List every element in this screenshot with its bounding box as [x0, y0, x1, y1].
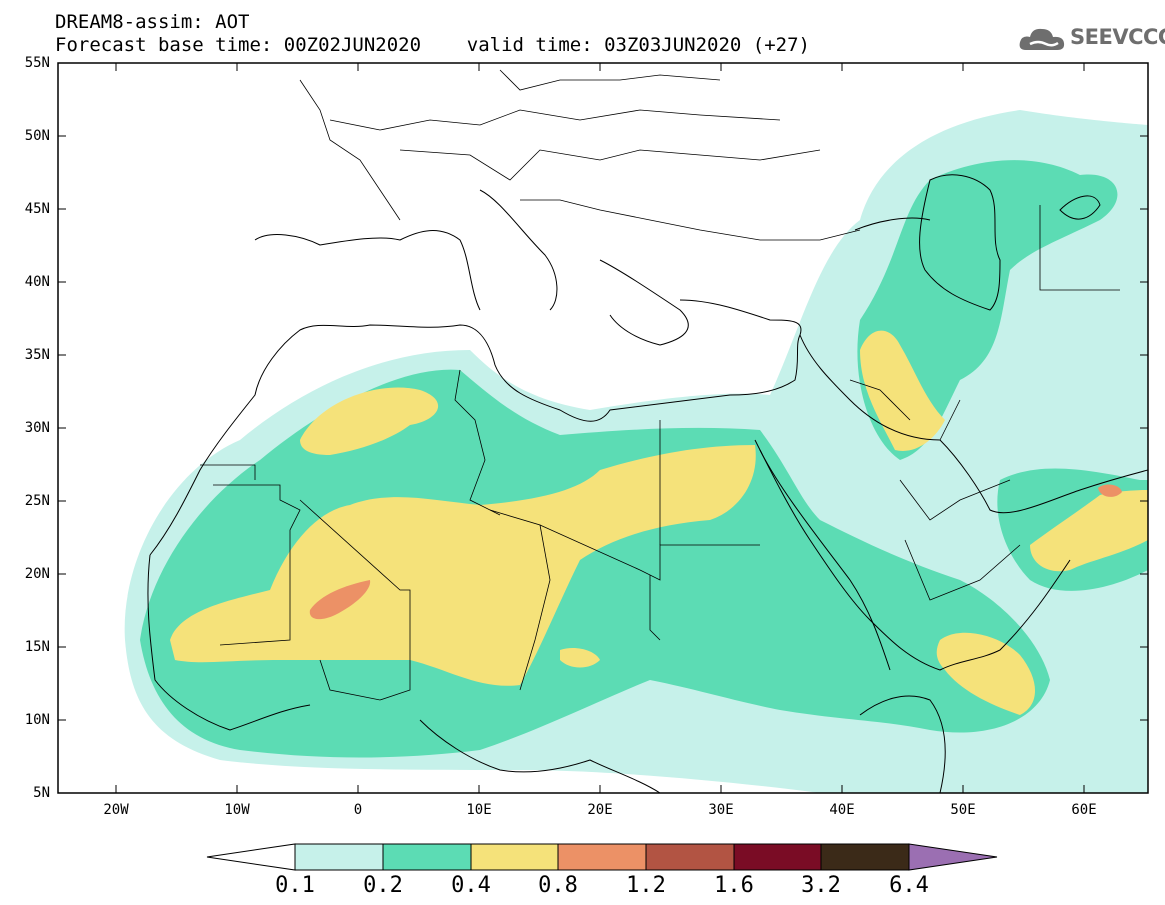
aot-band-0-4e [1030, 490, 1148, 572]
country-borders [200, 69, 1120, 701]
colorbar-label: 6.4 [889, 873, 929, 898]
lat-label: 50N [24, 128, 50, 144]
colorbar-label: 0.8 [538, 873, 578, 898]
logo-text: SEEVCCC [1070, 25, 1165, 49]
colorbar-swatch-3 [557, 843, 647, 871]
colorbar-over-arrow [908, 843, 998, 871]
lat-label: 45N [24, 201, 50, 217]
aot-band-0-4b [300, 387, 439, 455]
aot-band-0-4f [560, 648, 600, 668]
lat-label: 20N [24, 566, 50, 582]
lat-label: 25N [24, 493, 50, 509]
colorbar-swatch-4 [645, 843, 735, 871]
axis-ticks [58, 62, 1148, 793]
lon-label: 50E [950, 802, 976, 818]
lon-label: 30E [708, 802, 734, 818]
lon-label: 10W [224, 802, 250, 818]
aot-band-0-4c [860, 330, 945, 451]
forecast-time-line: Forecast base time: 00Z02JUN2020 valid t… [55, 34, 810, 56]
colorbar-swatch-1 [382, 843, 472, 871]
colorbar-swatch-6 [820, 843, 910, 871]
cloud-icon [1019, 28, 1065, 50]
lat-label: 30N [24, 420, 50, 436]
lat-label: 40N [24, 274, 50, 290]
colorbar [206, 843, 998, 871]
lat-label: 5N [33, 785, 50, 801]
lat-label: 10N [24, 712, 50, 728]
lon-label: 0 [353, 802, 363, 818]
aot-band-0-4d [936, 632, 1035, 715]
lon-label: 10E [466, 802, 492, 818]
aot-band-0-2b [857, 160, 1118, 460]
colorbar-label: 0.4 [451, 873, 491, 898]
coastlines [147, 174, 1148, 793]
aot-band-0-4 [170, 445, 756, 686]
colorbar-swatch-5 [733, 843, 822, 871]
aot-band-0-2 [140, 369, 1050, 758]
lat-label: 15N [24, 639, 50, 655]
colorbar-under-arrow [206, 843, 296, 871]
lon-label: 40E [829, 802, 855, 818]
lat-label: 55N [24, 55, 50, 71]
aot-band-0-8 [309, 580, 371, 620]
colorbar-label: 0.1 [275, 873, 315, 898]
aot-band-0-2d [620, 577, 720, 634]
colorbar-label: 1.2 [626, 873, 666, 898]
colorbar-swatch-2 [470, 843, 559, 871]
colorbar-label: 3.2 [801, 873, 841, 898]
lat-label: 35N [24, 347, 50, 363]
aot-field [124, 110, 1148, 793]
chart-title: DREAM8-assim: AOT [55, 11, 250, 33]
lon-label: 60E [1071, 802, 1097, 818]
colorbar-label: 1.6 [714, 873, 754, 898]
aot-band-0-8b [1098, 484, 1122, 497]
colorbar-label: 0.2 [363, 873, 403, 898]
lon-label: 20E [587, 802, 613, 818]
colorbar-swatch-0 [294, 843, 384, 871]
lon-label: 20W [103, 802, 129, 818]
